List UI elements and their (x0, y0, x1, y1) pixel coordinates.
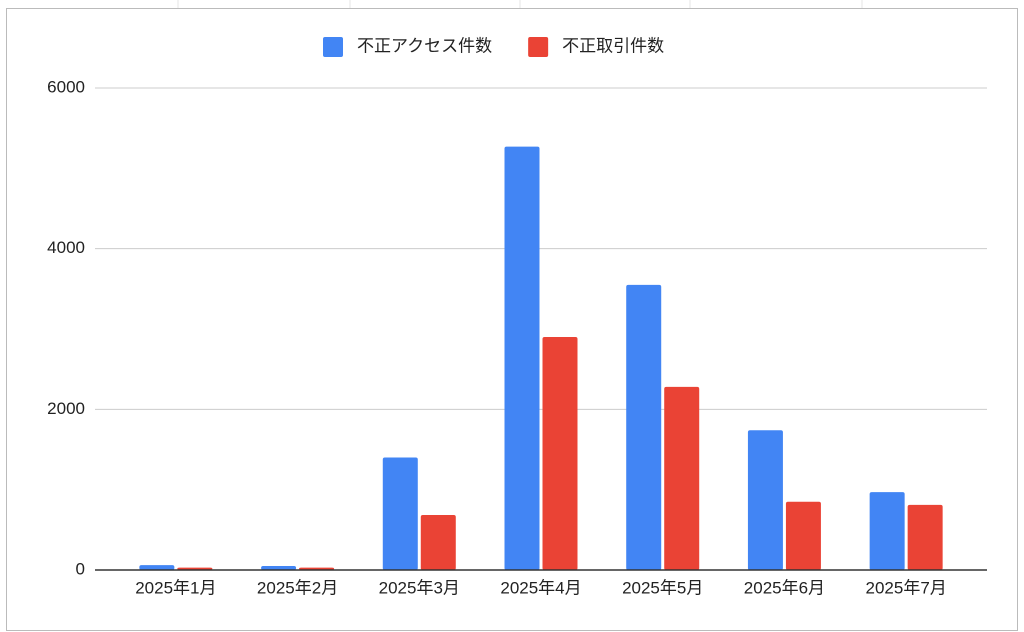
bar (504, 146, 540, 571)
bar (747, 430, 783, 570)
legend-swatch (528, 37, 549, 57)
bar (542, 337, 578, 570)
bar (907, 504, 943, 570)
legend-label: 不正取引件数 (562, 36, 664, 55)
bar (139, 565, 175, 570)
x-tick-label: 2025年3月 (379, 578, 460, 597)
bar (664, 386, 700, 570)
x-tick-label: 2025年2月 (257, 578, 338, 597)
sheet-grid (177, 0, 863, 8)
legend-label: 不正アクセス件数 (357, 36, 492, 55)
bar (382, 457, 418, 570)
y-tick-label: 4000 (47, 238, 85, 257)
bar (626, 284, 662, 570)
x-tick-label: 2025年7月 (866, 578, 947, 597)
x-tick-label: 2025年6月 (744, 578, 825, 597)
y-tick-label: 0 (76, 559, 85, 578)
x-tick-label: 2025年5月 (622, 578, 703, 597)
legend-swatch (323, 37, 343, 57)
bar (261, 565, 297, 570)
y-tick-label: 2000 (47, 399, 85, 418)
bar (420, 514, 456, 570)
bar (869, 492, 905, 570)
x-tick-label: 2025年1月 (135, 578, 216, 597)
x-tick-label: 2025年4月 (500, 578, 581, 597)
chart-frame (6, 8, 1018, 631)
y-tick-label: 6000 (47, 77, 85, 96)
bar (785, 501, 821, 570)
